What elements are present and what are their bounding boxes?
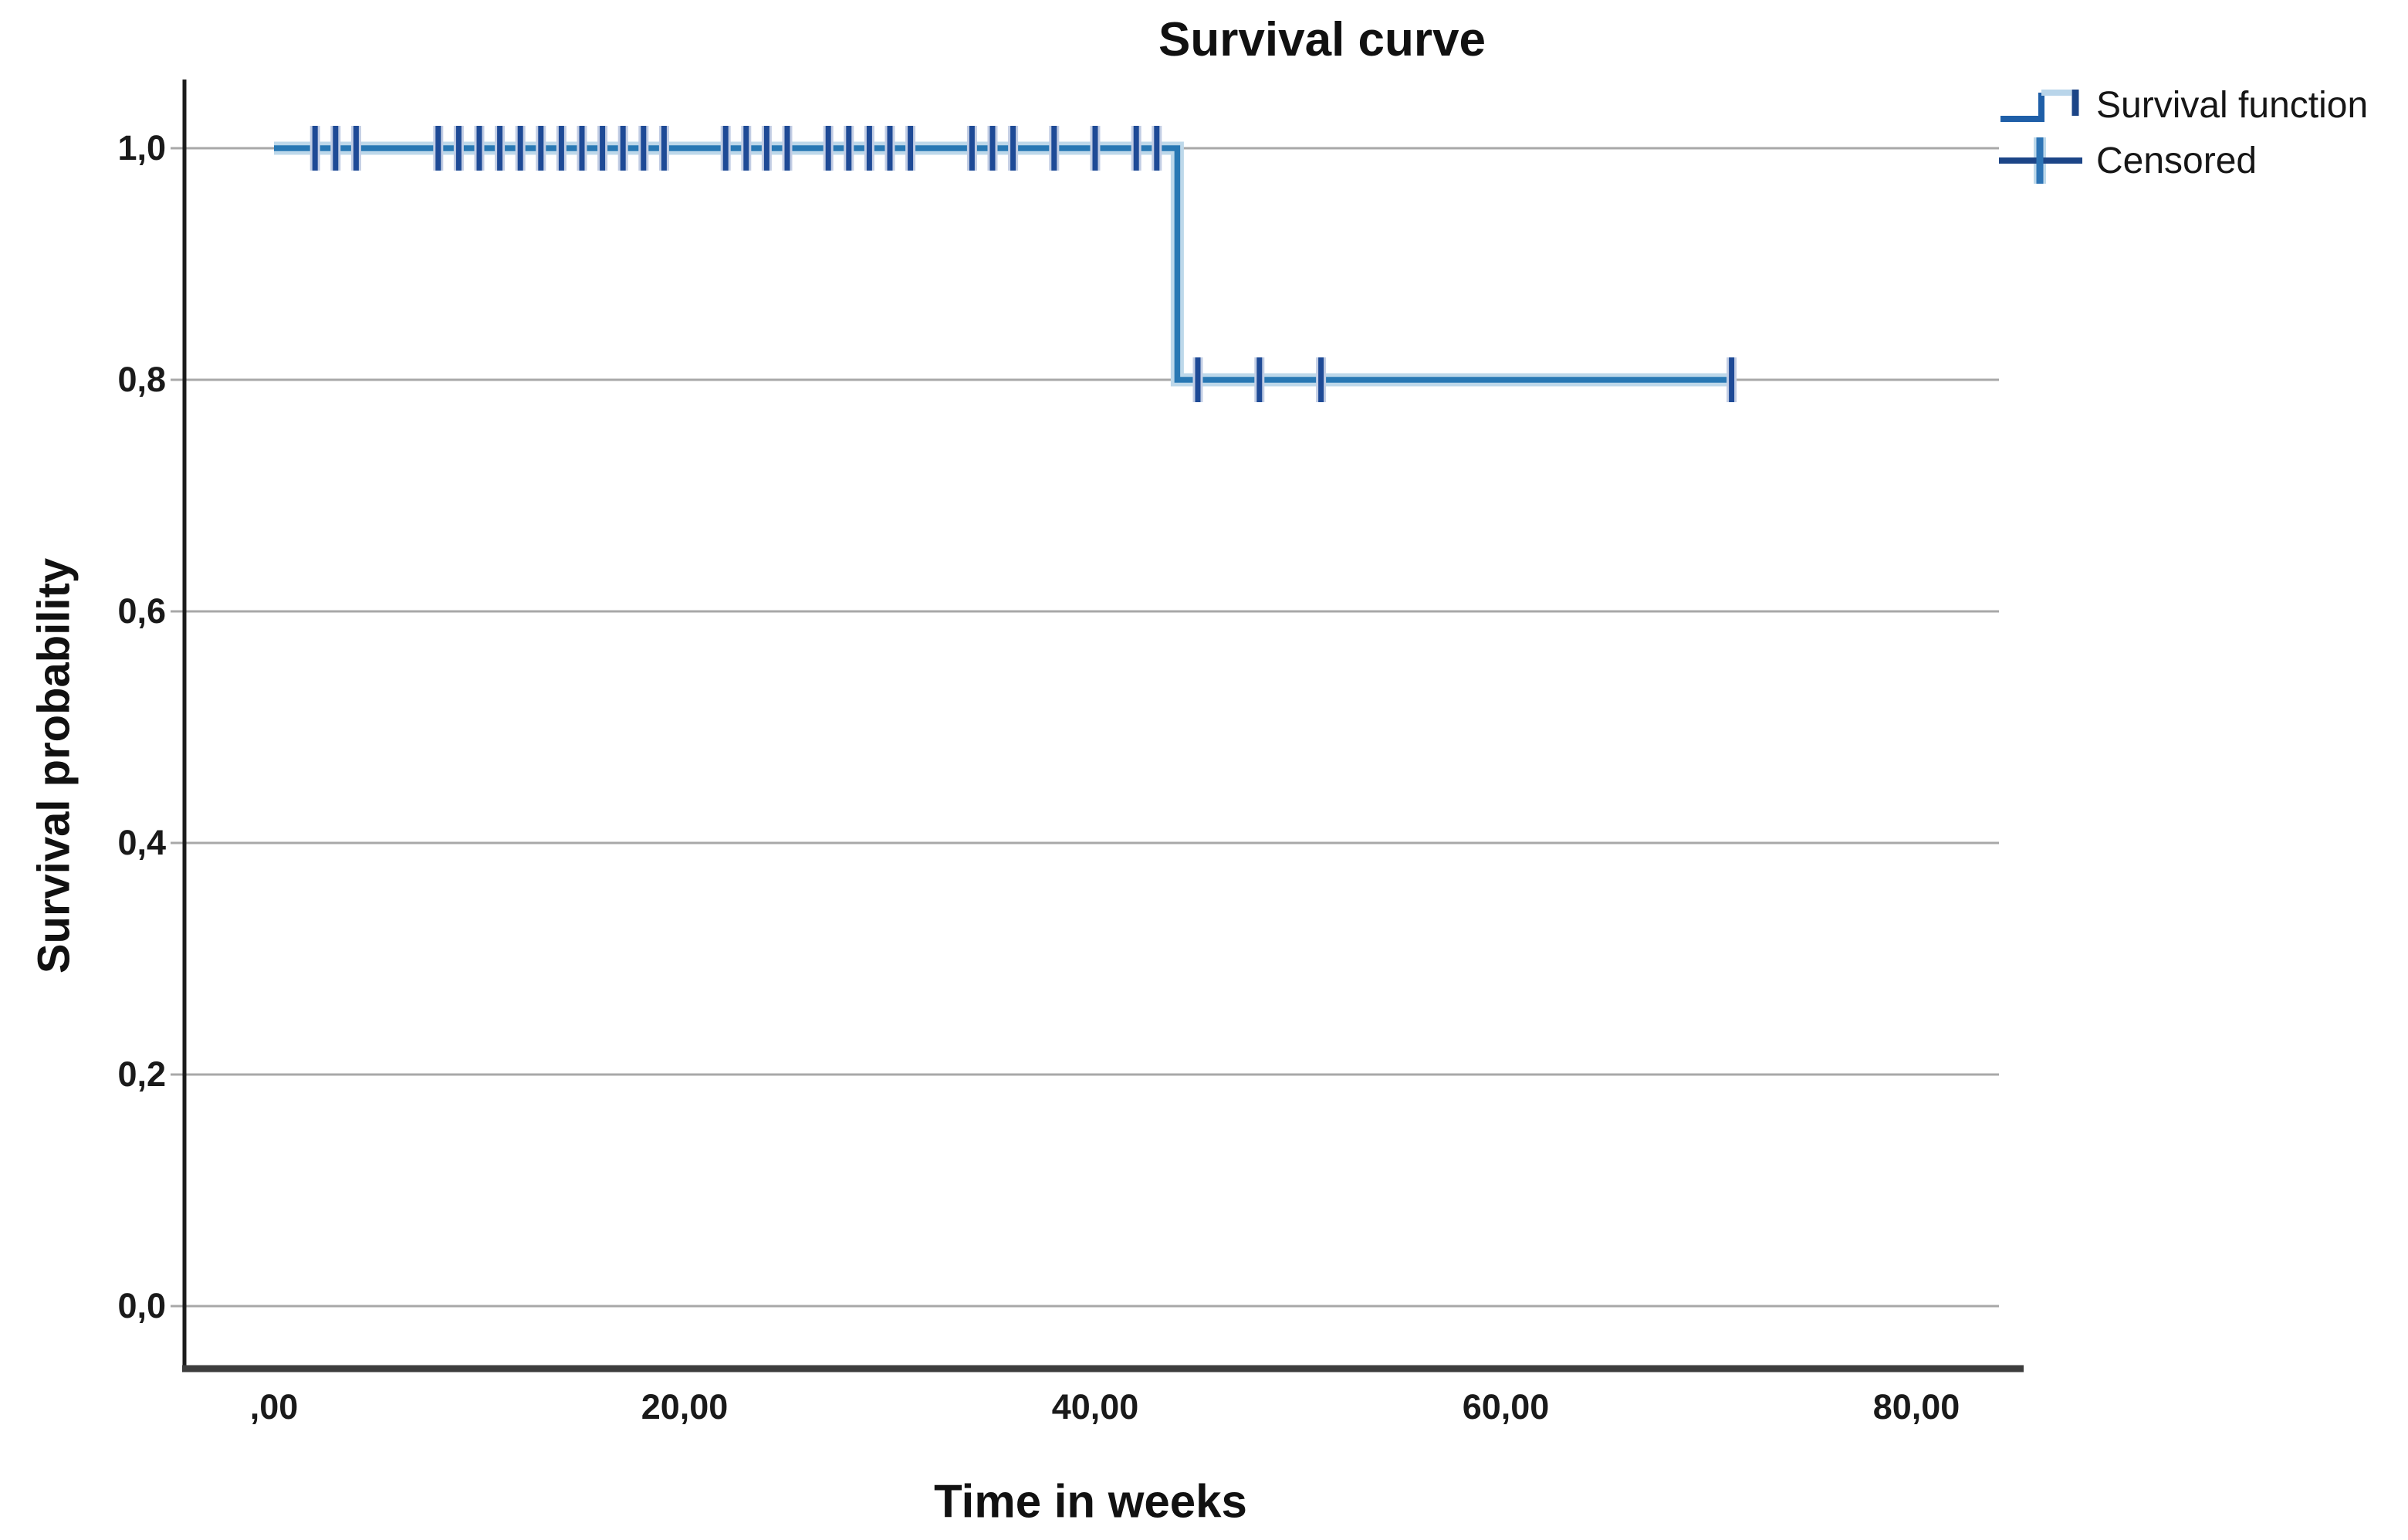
step-line-icon bbox=[2000, 90, 2079, 122]
y-tick-label-0,2: 0,2 bbox=[117, 1054, 166, 1094]
y-tick-label-1,0: 1,0 bbox=[117, 128, 166, 168]
x-tick-label-20,00: 20,00 bbox=[641, 1387, 729, 1427]
survival-function-line-main bbox=[274, 145, 1732, 383]
x-axis-title: Time in weeks bbox=[934, 1475, 1247, 1528]
legend-label-survival-function: Survival function bbox=[2096, 84, 2369, 126]
legend: Survival function Censored bbox=[1997, 77, 2368, 188]
y-tick-label-0,6: 0,6 bbox=[117, 591, 166, 631]
censored-plus-icon bbox=[1999, 137, 2082, 184]
legend-item-censored: Censored bbox=[1997, 133, 2368, 188]
x-tick-label-80,00: 80,00 bbox=[1872, 1387, 1960, 1427]
y-tick-label-0,0: 0,0 bbox=[117, 1286, 166, 1325]
x-tick-label-,00: ,00 bbox=[249, 1387, 299, 1427]
chart-title: Survival curve bbox=[1158, 13, 1486, 66]
y-tick-label-0,8: 0,8 bbox=[117, 360, 166, 399]
survival-function-line-halo bbox=[274, 141, 1732, 387]
y-tick-label-0,4: 0,4 bbox=[117, 823, 166, 862]
survival-plot bbox=[171, 80, 2024, 1372]
legend-item-survival-function: Survival function bbox=[1997, 77, 2368, 133]
x-tick-label-40,00: 40,00 bbox=[1051, 1387, 1139, 1427]
x-tick-label-60,00: 60,00 bbox=[1462, 1387, 1550, 1427]
legend-label-censored: Censored bbox=[2096, 140, 2258, 181]
